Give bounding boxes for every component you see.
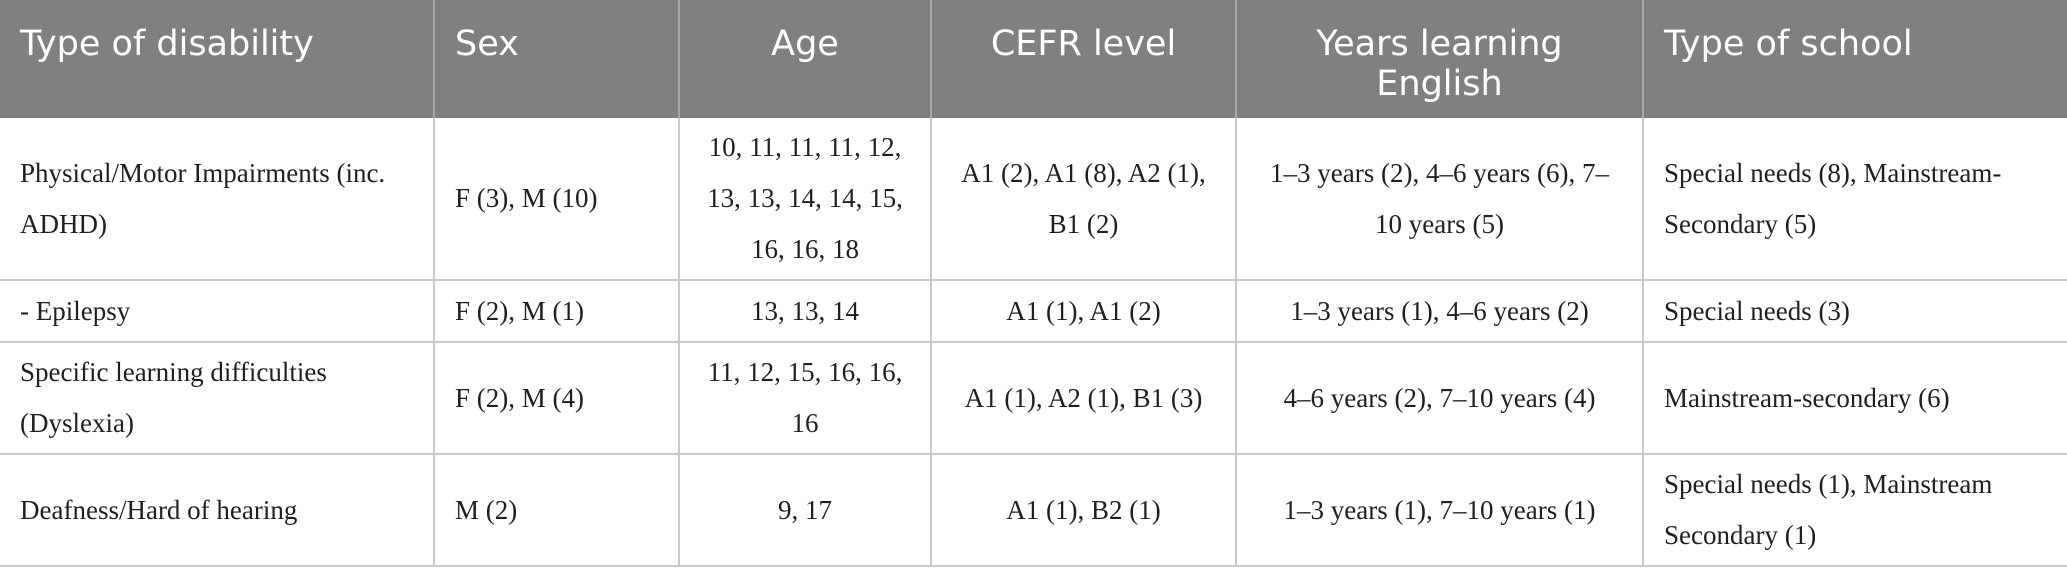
header-type-of-school: Type of school bbox=[1642, 0, 2067, 118]
cell-age: 13, 13, 14 bbox=[678, 280, 931, 343]
cell-sex: F (2), M (4) bbox=[433, 342, 679, 455]
cell-school: Mainstream-secondary (6) bbox=[1642, 342, 2067, 455]
cell-disability: - Epilepsy bbox=[0, 280, 434, 343]
cell-disability: Specific learning difficulties (Dyslexia… bbox=[0, 342, 434, 455]
table-row: Specific learning difficulties (Dyslexia… bbox=[0, 342, 2067, 455]
cell-sex: F (3), M (10) bbox=[433, 118, 679, 281]
cell-cefr: A1 (1), B2 (1) bbox=[930, 454, 1236, 567]
cell-years: 1–3 years (2), 4–6 years (6), 7–10 years… bbox=[1235, 118, 1643, 281]
cell-cefr: A1 (2), A1 (8), A2 (1), B1 (2) bbox=[930, 118, 1236, 281]
cell-cefr: A1 (1), A2 (1), B1 (3) bbox=[930, 342, 1236, 455]
cell-years: 1–3 years (1), 4–6 years (2) bbox=[1235, 280, 1643, 343]
header-sex: Sex bbox=[433, 0, 679, 118]
header-cefr-level: CEFR level bbox=[930, 0, 1236, 118]
table-row: - Epilepsy F (2), M (1) 13, 13, 14 A1 (1… bbox=[0, 280, 2067, 343]
header-years-learning-english: Years learning English bbox=[1235, 0, 1643, 118]
table-body: Physical/Motor Impairments (inc. ADHD) F… bbox=[0, 118, 2067, 567]
cell-disability: Physical/Motor Impairments (inc. ADHD) bbox=[0, 118, 434, 281]
cell-age: 9, 17 bbox=[678, 454, 931, 567]
cell-school: Special needs (1), Mainstream Secondary … bbox=[1642, 454, 2067, 567]
cell-cefr: A1 (1), A1 (2) bbox=[930, 280, 1236, 343]
header-age: Age bbox=[678, 0, 931, 118]
cell-school: Special needs (8), Mainstream-Secondary … bbox=[1642, 118, 2067, 281]
cell-sex: M (2) bbox=[433, 454, 679, 567]
header-type-of-disability: Type of disability bbox=[0, 0, 434, 118]
header-row: Type of disability Sex Age CEFR level Ye… bbox=[0, 0, 2067, 118]
cell-age: 10, 11, 11, 11, 12, 13, 13, 14, 14, 15, … bbox=[678, 118, 931, 281]
cell-disability: Deafness/Hard of hearing bbox=[0, 454, 434, 567]
cell-years: 1–3 years (1), 7–10 years (1) bbox=[1235, 454, 1643, 567]
cell-age: 11, 12, 15, 16, 16, 16 bbox=[678, 342, 931, 455]
table-row: Deafness/Hard of hearing M (2) 9, 17 A1 … bbox=[0, 454, 2067, 567]
cell-sex: F (2), M (1) bbox=[433, 280, 679, 343]
cell-years: 4–6 years (2), 7–10 years (4) bbox=[1235, 342, 1643, 455]
table-row: Physical/Motor Impairments (inc. ADHD) F… bbox=[0, 118, 2067, 281]
table-header: Type of disability Sex Age CEFR level Ye… bbox=[0, 0, 2067, 118]
cell-school: Special needs (3) bbox=[1642, 280, 2067, 343]
participants-table: Type of disability Sex Age CEFR level Ye… bbox=[0, 0, 2067, 567]
